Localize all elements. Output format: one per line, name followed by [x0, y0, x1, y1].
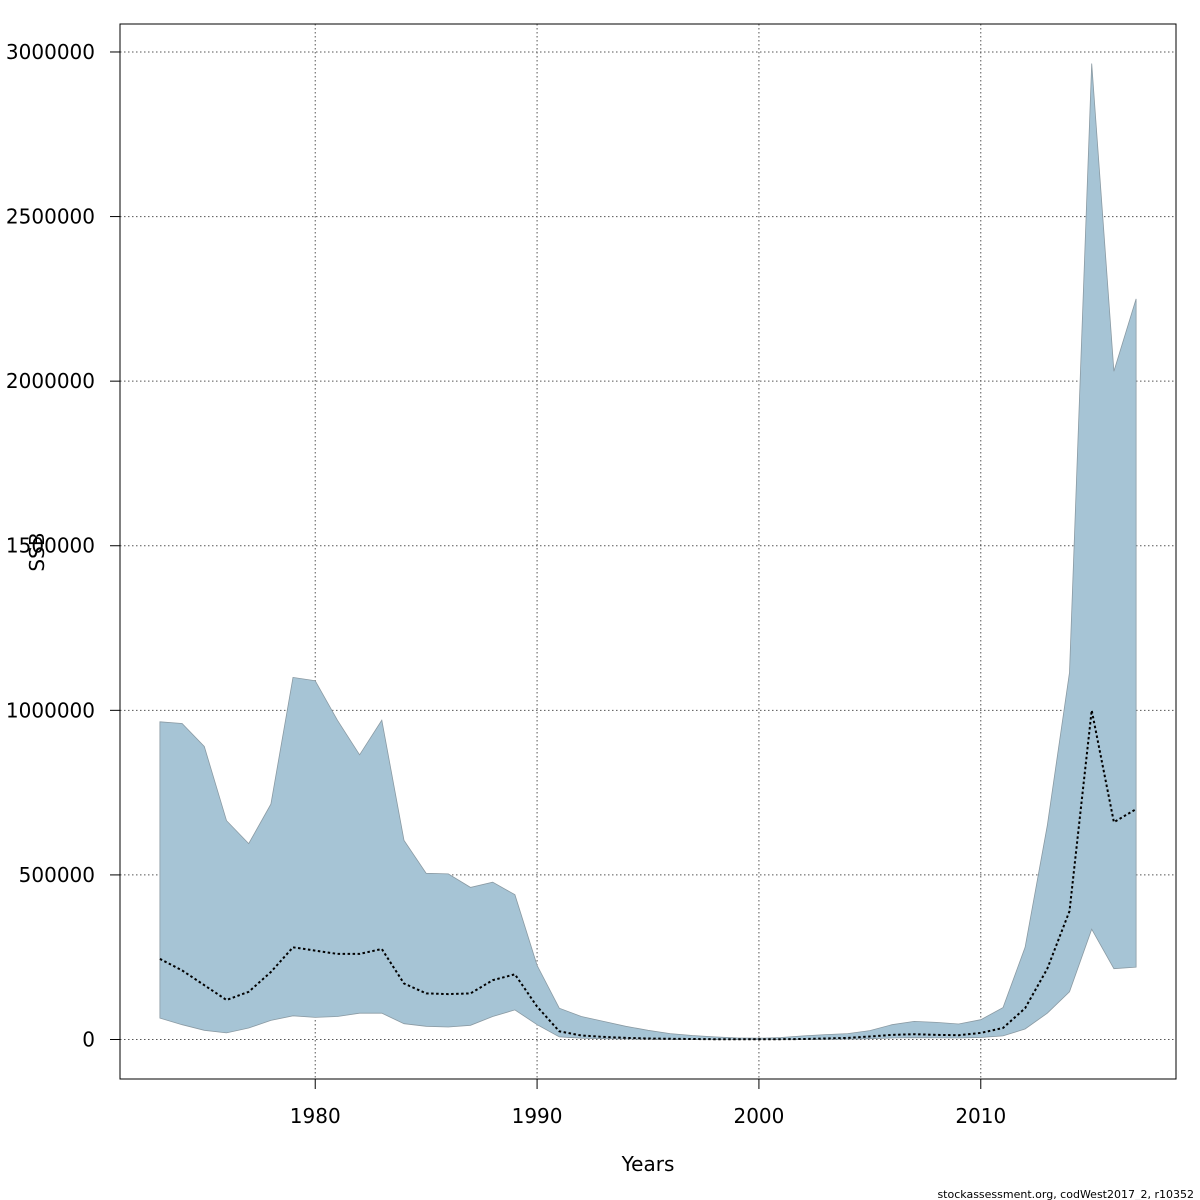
confidence-band: [159, 63, 1137, 1040]
x-axis-title: Years: [621, 1152, 675, 1176]
confidence-band-layer: [159, 63, 1137, 1040]
x-tick-label: 2000: [733, 1104, 784, 1128]
estimate-line-layer: [159, 710, 1137, 1041]
y-tick-label: 1500000: [6, 534, 95, 558]
ssb-estimate-line: [159, 710, 1137, 1041]
y-axis-title: SSB: [25, 532, 49, 571]
x-tick-label: 2010: [955, 1104, 1006, 1128]
x-tick-label: 1980: [290, 1104, 341, 1128]
y-tick-label: 2500000: [6, 205, 95, 229]
y-tick-label: 0: [82, 1027, 95, 1051]
x-axis-ticks: 1980 1990 2000 2010: [290, 1079, 1006, 1128]
x-tick-label: 1990: [512, 1104, 563, 1128]
y-tick-label: 3000000: [6, 40, 95, 64]
plot-frame: [119, 23, 1177, 1080]
y-tick-label: 500000: [19, 863, 95, 887]
y-tick-label: 1000000: [6, 698, 95, 722]
y-tick-label: 2000000: [6, 369, 95, 393]
y-axis-ticks: 0 500000 1000000 1500000 2000000 2500000 30000…: [6, 40, 120, 1051]
footer-credit: stockassessment.org, codWest2017_2, r103…: [937, 1188, 1194, 1200]
